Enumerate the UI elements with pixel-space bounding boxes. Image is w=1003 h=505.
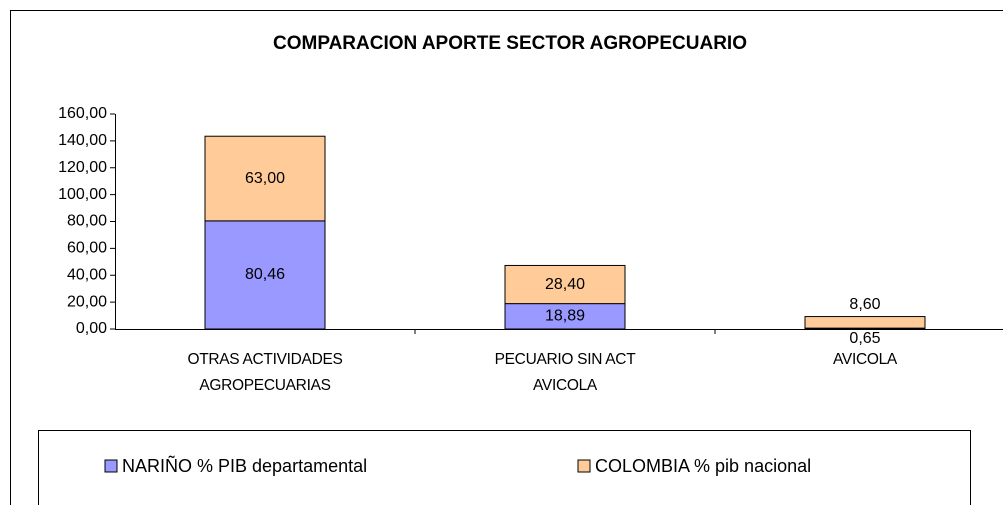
x-tick-label: AVICOLA (833, 351, 897, 368)
y-tick-label: 160,00 (58, 105, 107, 122)
bar-segment (204, 135, 326, 222)
legend-label: COLOMBIA % pib nacional (595, 456, 811, 476)
legend-label: NARIÑO % PIB departamental (122, 455, 367, 476)
legend-box (38, 430, 971, 505)
bar-segment (504, 264, 626, 305)
data-label: 8,60 (849, 296, 880, 313)
bar-segment (504, 303, 626, 330)
y-tick-label: 40,00 (67, 266, 107, 283)
data-label: 63,00 (245, 170, 285, 187)
y-tick-label: 140,00 (58, 132, 107, 149)
y-tick-label: 20,00 (67, 293, 107, 310)
data-label: 18,89 (545, 308, 585, 325)
y-tick-label: 80,00 (67, 213, 107, 230)
y-tick-label: 0,00 (76, 320, 107, 337)
legend-swatch (104, 459, 118, 473)
bar-segment (804, 316, 926, 329)
legend-swatch (577, 459, 591, 473)
frame-border (10, 10, 1003, 505)
x-tick-label: OTRAS ACTIVIDADES AGROPECUARIAS (187, 351, 343, 394)
y-tick-label: 100,00 (58, 186, 107, 203)
chart-title: COMPARACION APORTE SECTOR AGROPECUARIO (273, 33, 747, 54)
y-tick-label: 60,00 (67, 240, 107, 257)
bar-segment (204, 220, 326, 330)
data-label: 28,40 (545, 276, 585, 293)
y-tick-label: 120,00 (58, 159, 107, 176)
x-tick-label: PECUARIO SIN ACT AVICOLA (494, 351, 636, 394)
data-label: 80,46 (245, 266, 285, 283)
data-label: 0,65 (849, 330, 880, 347)
